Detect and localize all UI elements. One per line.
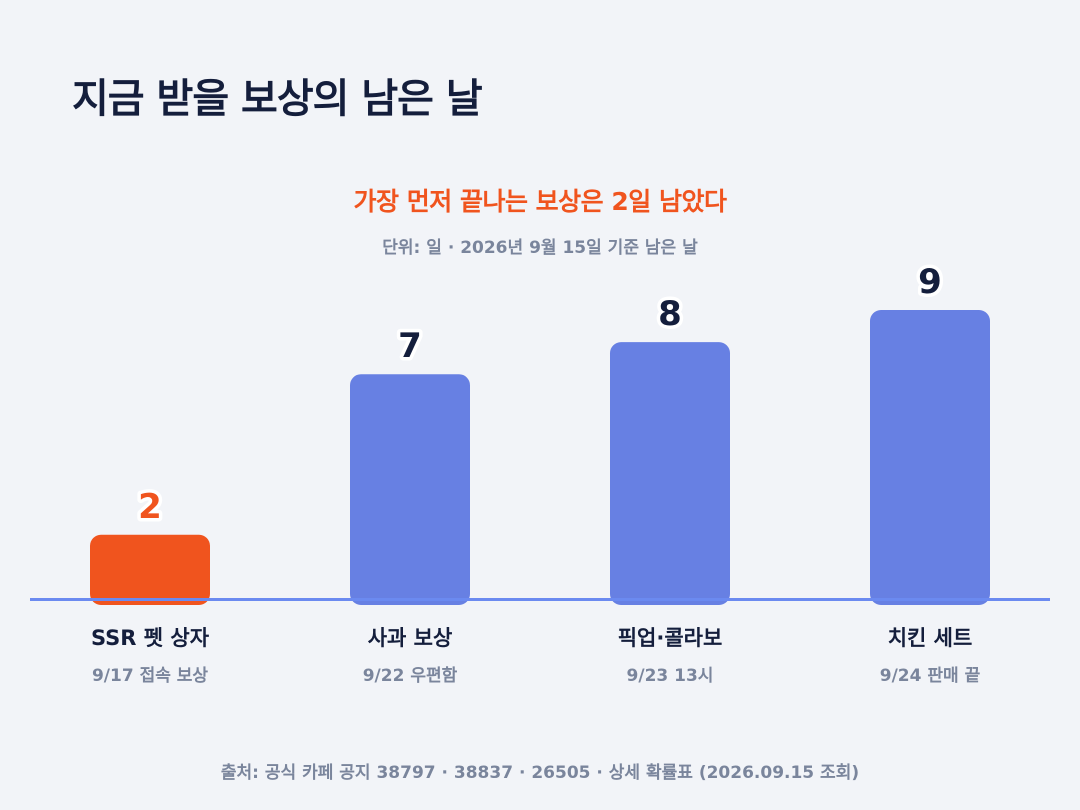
category-label: SSR 펫 상자 bbox=[91, 626, 210, 650]
category-label: 사과 보상 bbox=[368, 626, 453, 650]
category-sublabel: 9/17 접속 보상 bbox=[92, 666, 208, 686]
bar bbox=[90, 534, 210, 605]
chart-subtitle: 단위: 일 · 2026년 9월 15일 기준 남은 날 bbox=[382, 238, 698, 258]
bar bbox=[610, 342, 730, 605]
page-title: 지금 받을 보상의 남은 날 bbox=[72, 76, 483, 122]
bar bbox=[870, 310, 990, 605]
baseline bbox=[30, 598, 1050, 601]
source-note: 출처: 공식 카페 공지 38797 · 38837 · 26505 · 상세 … bbox=[220, 763, 860, 783]
category-sublabel: 9/24 판매 끝 bbox=[880, 666, 981, 686]
bar-chart: 2 SSR 펫 상자 9/17 접속 보상 7 사과 보상 9/22 우편함 8 픽업·콜라보… bbox=[30, 259, 1050, 686]
category-sublabel: 9/23 13시 bbox=[627, 666, 714, 686]
bar-value-label: 9 bbox=[918, 262, 942, 302]
category-label: 픽업·콜라보 bbox=[618, 626, 723, 650]
chart-headline: 가장 먼저 끝나는 보상은 2일 남았다 bbox=[353, 187, 727, 216]
bar-value-label: 7 bbox=[398, 326, 422, 366]
bar bbox=[350, 374, 470, 605]
category-label: 치킨 세트 bbox=[888, 626, 973, 650]
bar-value-label: 2 bbox=[138, 487, 162, 527]
bar-value-label: 8 bbox=[658, 294, 682, 334]
category-sublabel: 9/22 우편함 bbox=[363, 665, 458, 686]
